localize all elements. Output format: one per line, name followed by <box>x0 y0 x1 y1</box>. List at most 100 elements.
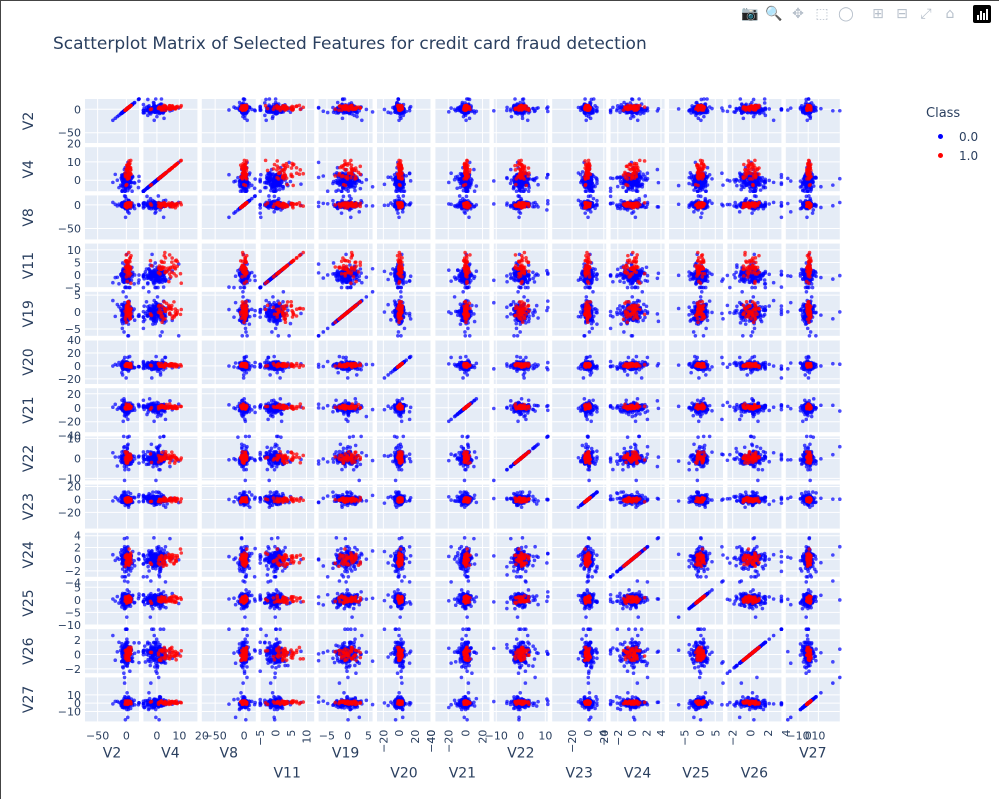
subplot-V2-vs-V19[interactable] <box>317 97 375 143</box>
point-class-0 <box>242 97 246 101</box>
point-class-1 <box>346 107 350 111</box>
subplot-V2-vs-V21[interactable] <box>435 97 489 143</box>
point-class-0 <box>752 98 756 102</box>
point-class-1 <box>264 104 268 108</box>
subplot-V2-vs-V25[interactable] <box>669 97 725 143</box>
point-class-1 <box>342 107 346 111</box>
point-class-0 <box>545 107 549 111</box>
point-class-1 <box>753 105 757 109</box>
point-class-0 <box>522 97 526 101</box>
subplot-V2-vs-V20[interactable] <box>377 97 431 143</box>
point-class-0 <box>137 186 141 190</box>
point-class-0 <box>111 181 115 185</box>
point-class-0 <box>464 118 468 122</box>
point-class-0 <box>264 98 268 102</box>
point-class-0 <box>831 109 835 113</box>
point-class-0 <box>492 109 496 113</box>
point-class-0 <box>321 109 325 113</box>
point-class-0 <box>505 109 509 113</box>
point-class-0 <box>819 107 823 111</box>
subplot-V2-vs-V4[interactable] <box>142 97 198 143</box>
subplot-V2-vs-V2[interactable] <box>85 97 141 143</box>
point-class-0 <box>726 110 730 114</box>
subplot-V2-vs-V24[interactable] <box>609 97 665 143</box>
point-class-0 <box>509 107 513 111</box>
point-class-0 <box>677 107 681 111</box>
point-class-0 <box>271 117 275 121</box>
point-class-1 <box>643 105 647 109</box>
point-class-0 <box>780 108 784 112</box>
point-class-0 <box>360 118 364 122</box>
point-class-0 <box>657 107 661 111</box>
point-class-0 <box>154 97 158 101</box>
point-class-0 <box>137 179 141 183</box>
point-class-0 <box>789 106 793 110</box>
point-class-0 <box>146 105 150 109</box>
point-class-1 <box>748 106 752 110</box>
point-class-0 <box>615 109 619 113</box>
point-class-0 <box>268 97 272 101</box>
subplot-V2-vs-V22[interactable] <box>492 97 550 143</box>
point-class-1 <box>696 105 700 109</box>
point-class-1 <box>522 105 526 109</box>
y-axis-label: V2 <box>21 112 37 130</box>
point-class-0 <box>611 106 615 110</box>
point-class-0 <box>336 101 340 105</box>
point-class-1 <box>278 105 282 109</box>
subplot-V2-vs-V27[interactable] <box>786 97 842 143</box>
point-class-0 <box>609 109 613 113</box>
point-class-0 <box>142 106 146 110</box>
point-class-0 <box>690 108 694 112</box>
point-class-0 <box>583 97 587 101</box>
point-class-0 <box>111 118 115 122</box>
point-class-0 <box>739 97 743 101</box>
point-class-1 <box>172 106 176 110</box>
point-class-0 <box>763 101 767 105</box>
point-class-0 <box>326 111 330 115</box>
point-class-1 <box>150 107 154 111</box>
point-class-0 <box>763 108 767 112</box>
point-class-1 <box>157 106 161 110</box>
point-class-0 <box>510 115 514 119</box>
point-class-0 <box>397 118 401 122</box>
point-class-0 <box>629 117 633 121</box>
point-class-0 <box>752 115 756 119</box>
subplot-V2-vs-V23[interactable] <box>552 97 606 143</box>
point-class-0 <box>699 118 703 122</box>
point-class-1 <box>700 106 704 110</box>
point-class-0 <box>355 115 359 119</box>
point-class-0 <box>805 118 809 122</box>
subplot-V4-vs-V2[interactable] <box>85 147 141 193</box>
point-class-1 <box>179 104 183 108</box>
point-class-0 <box>344 111 348 115</box>
point-class-1 <box>357 105 361 109</box>
point-class-0 <box>531 107 535 111</box>
point-class-0 <box>750 101 754 105</box>
point-class-0 <box>521 117 525 121</box>
subplot-V2-vs-V26[interactable] <box>726 97 784 143</box>
point-class-1 <box>126 106 130 110</box>
point-class-0 <box>389 111 393 115</box>
point-class-0 <box>772 118 776 122</box>
point-class-0 <box>705 97 709 101</box>
point-class-0 <box>742 117 746 121</box>
point-class-0 <box>459 106 463 110</box>
point-class-0 <box>808 117 812 121</box>
point-class-1 <box>350 106 354 110</box>
subplot-V2-vs-V8[interactable] <box>202 97 257 143</box>
point-class-1 <box>353 106 357 110</box>
point-class-0 <box>408 109 412 113</box>
point-class-0 <box>721 109 725 113</box>
subplot-V2-vs-V11[interactable] <box>258 97 314 143</box>
point-class-1 <box>468 105 472 109</box>
point-class-1 <box>282 106 286 110</box>
point-class-0 <box>317 106 321 110</box>
point-class-0 <box>396 97 400 101</box>
point-class-0 <box>462 115 466 119</box>
point-class-1 <box>286 106 290 110</box>
point-class-0 <box>767 107 771 111</box>
point-class-0 <box>146 98 150 102</box>
point-class-0 <box>630 97 634 101</box>
point-class-0 <box>735 107 739 111</box>
